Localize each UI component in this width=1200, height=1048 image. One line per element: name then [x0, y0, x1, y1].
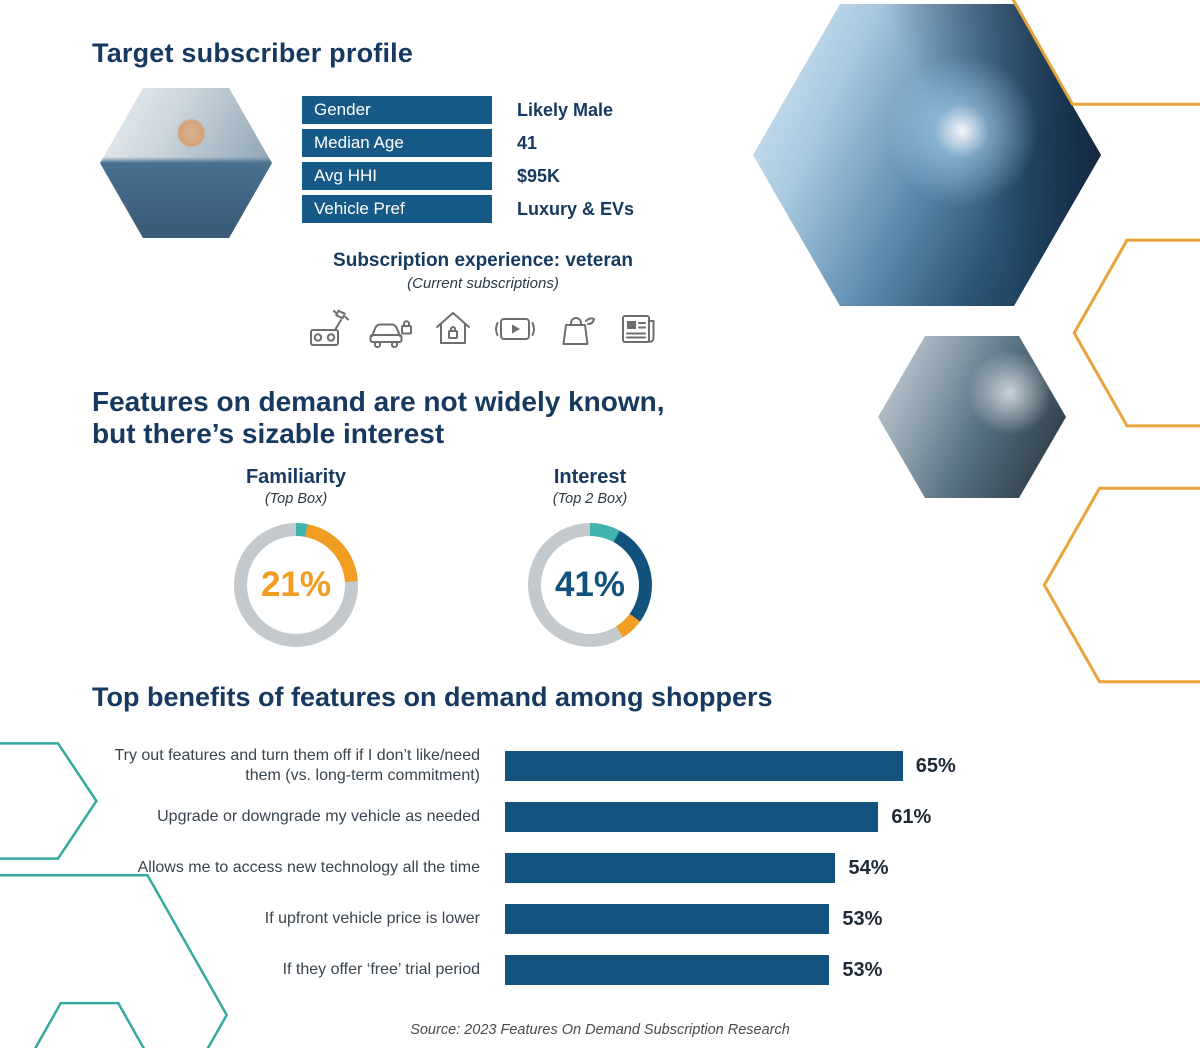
bar-fill: [505, 853, 836, 883]
donut-ring: 41%: [528, 523, 652, 647]
subscription-experience-block: Subscription experience: veteran (Curren…: [258, 250, 708, 348]
donut-subtitle: (Top Box): [264, 491, 328, 507]
bar-value: 53%: [842, 958, 883, 981]
donut-hole: [247, 536, 345, 634]
attribute-label: Gender: [302, 96, 492, 124]
bar-label: Allows me to access new technology all t…: [137, 858, 480, 876]
hex-outline-top-right: [1005, 0, 1200, 107]
home-security-icon: [431, 308, 475, 348]
donut-title: Interest: [553, 466, 627, 488]
donut-title: Familiarity: [245, 466, 347, 488]
bar-track: 54%: [505, 853, 889, 883]
bar-fill: [505, 955, 830, 985]
attribute-label: Median Age: [302, 129, 492, 157]
subscriber-attribute-table: Gender Likely Male Median Age 41 Avg HHI…: [302, 96, 634, 228]
donut-value: 21%: [260, 565, 332, 604]
table-row: Median Age 41: [302, 129, 634, 157]
hex-outline-bottom-left-large: [0, 872, 230, 1048]
bar-row: Upgrade or downgrade my vehicle as neede…: [110, 795, 956, 839]
bar-fill: [505, 751, 903, 781]
bar-value: 61%: [891, 805, 932, 828]
news-icon: [616, 308, 660, 348]
bar-value: 54%: [848, 856, 889, 879]
interest-donut-chart: Interest (Top 2 Box) 41%: [474, 466, 706, 647]
bar-track: 65%: [505, 751, 956, 781]
hex-outline-right-upper: [1072, 238, 1200, 428]
awareness-heading: Features on demand are not widely known,…: [92, 386, 852, 451]
hex-outline-bottom-left-tiny: [32, 1002, 147, 1048]
bar-row: If they offer ‘free’ trial period 53%: [110, 948, 956, 992]
donut-ring: 21%: [234, 523, 358, 647]
donut-value: 41%: [554, 565, 626, 604]
table-row: Vehicle Pref Luxury & EVs: [302, 195, 634, 223]
awareness-heading-line2: but there’s sizable interest: [92, 418, 445, 450]
source-note: Source: 2023 Features On Demand Subscrip…: [410, 1022, 790, 1038]
subscription-heading: Subscription experience: veteran: [333, 250, 633, 271]
attribute-label: Vehicle Pref: [302, 195, 492, 223]
page-title: Target subscriber profile: [92, 38, 414, 68]
bar-row: Try out features and turn them off if I …: [110, 744, 956, 788]
bar-track: 53%: [505, 955, 882, 985]
driver-photo: [878, 336, 1066, 498]
bar-track: 61%: [505, 802, 931, 832]
attribute-value: Likely Male: [517, 99, 614, 120]
bar-label: Try out features and turn them off if I …: [114, 746, 480, 784]
awareness-heading-line1: Features on demand are not widely known,: [92, 386, 665, 417]
subscriber-photo: [100, 88, 272, 238]
table-row: Gender Likely Male: [302, 96, 634, 124]
bar-track: 53%: [505, 904, 882, 934]
groceries-icon: [555, 308, 599, 348]
bar-row: Allows me to access new technology all t…: [110, 846, 956, 890]
benefits-heading: Top benefits of features on demand among…: [92, 682, 773, 712]
bar-label: Upgrade or downgrade my vehicle as neede…: [157, 807, 480, 825]
donut-subtitle: (Top 2 Box): [552, 491, 628, 507]
attribute-value: $95K: [517, 165, 561, 186]
bar-value: 65%: [915, 754, 956, 777]
bar-value: 53%: [842, 907, 883, 930]
hex-outline-right-lower: [1042, 486, 1200, 684]
bar-label: If they offer ‘free’ trial period: [282, 960, 480, 978]
streaming-video-icon: [492, 308, 538, 348]
bar-row: If upfront vehicle price is lower 53%: [110, 897, 956, 941]
attribute-value: 41: [517, 132, 538, 153]
subscription-subheading: (Current subscriptions): [407, 275, 559, 292]
car-security-icon: [368, 308, 414, 348]
benefits-bar-chart: Try out features and turn them off if I …: [110, 744, 956, 992]
satellite-radio-icon: [307, 308, 351, 348]
bar-fill: [505, 904, 830, 934]
donut-hole: [541, 536, 639, 634]
attribute-value: Luxury & EVs: [517, 198, 635, 219]
attribute-label: Avg HHI: [302, 162, 492, 190]
familiarity-donut-chart: Familiarity (Top Box) 21%: [180, 466, 412, 647]
bar-label: If upfront vehicle price is lower: [264, 909, 480, 927]
table-row: Avg HHI $95K: [302, 162, 634, 190]
bar-fill: [505, 802, 879, 832]
hex-outline-bottom-left-small: [0, 742, 98, 860]
subscription-icon-row: [258, 308, 708, 348]
